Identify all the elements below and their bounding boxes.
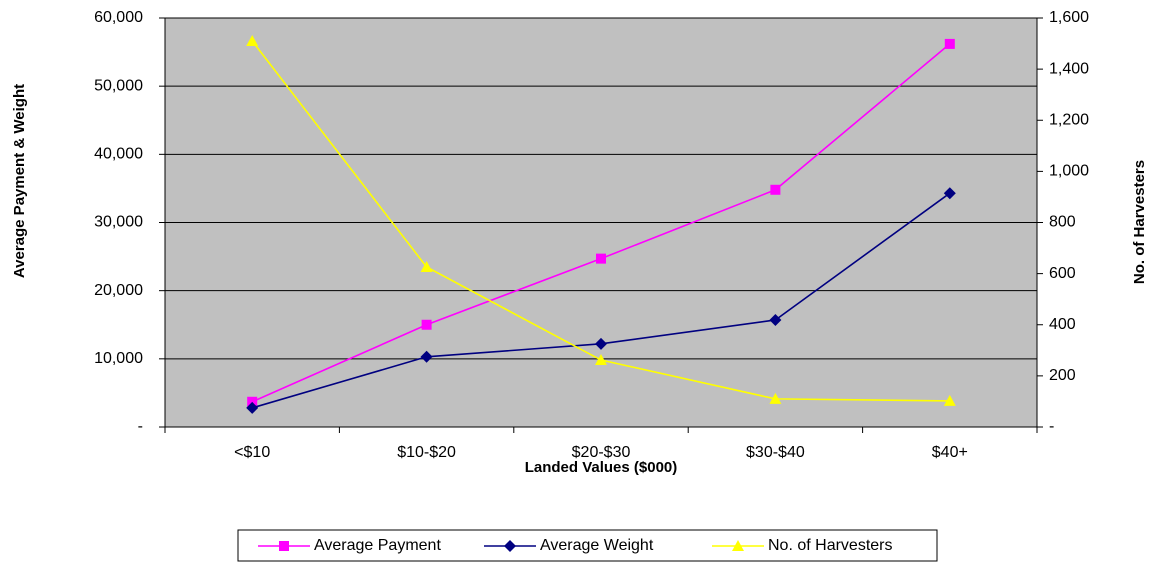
y2-axis-title: No. of Harvesters [1131,160,1148,284]
legend-label: Average Payment [314,537,441,554]
marker [596,253,606,264]
marker [420,350,433,363]
y-tick-label: 60,000 [94,9,143,26]
y-tick-label: 40,000 [94,146,143,163]
legend-box [237,529,938,562]
y2-tick-label: 800 [1049,214,1076,231]
marker [421,319,432,330]
y-tick-label: 10,000 [94,350,143,367]
y2-tick-label: - [1049,418,1054,435]
marker [247,396,258,407]
y-tick-label: 50,000 [94,77,143,94]
y2-tick-label: 1,000 [1049,163,1089,180]
legend-label: Average Weight [540,537,654,554]
marker [595,337,607,350]
y-axis-title: Average Payment & Weight [11,83,28,279]
marker [943,187,956,200]
legend-marker [732,540,744,551]
y2-tick-label: 1,600 [1049,9,1089,26]
marker [944,38,955,49]
x-tick-label: $20-$30 [572,444,631,461]
marker [769,392,782,404]
marker [943,394,956,406]
marker [246,35,259,47]
y-tick-label: 30,000 [94,214,143,231]
y-tick-label: 20,000 [94,282,143,299]
y2-tick-label: 400 [1049,316,1076,333]
legend-label: No. of Harvesters [768,537,892,554]
marker [595,354,607,366]
legend-marker [279,541,289,551]
legend-marker [504,540,516,552]
y2-tick-label: 200 [1049,367,1076,384]
x-tick-label: $10-$20 [397,444,456,461]
y2-tick-label: 1,400 [1049,60,1089,77]
x-tick-label: $40+ [932,444,968,461]
marker [246,401,259,414]
x-tick-label: $30-$40 [746,444,805,461]
x-tick-label: <$10 [234,444,270,461]
marker [769,313,782,326]
marker [420,260,433,272]
y2-tick-label: 1,200 [1049,111,1089,128]
marker [770,184,781,195]
y2-tick-label: 600 [1049,265,1076,282]
x-axis-title: Landed Values ($000) [525,459,678,476]
y-tick-label: - [138,418,143,435]
